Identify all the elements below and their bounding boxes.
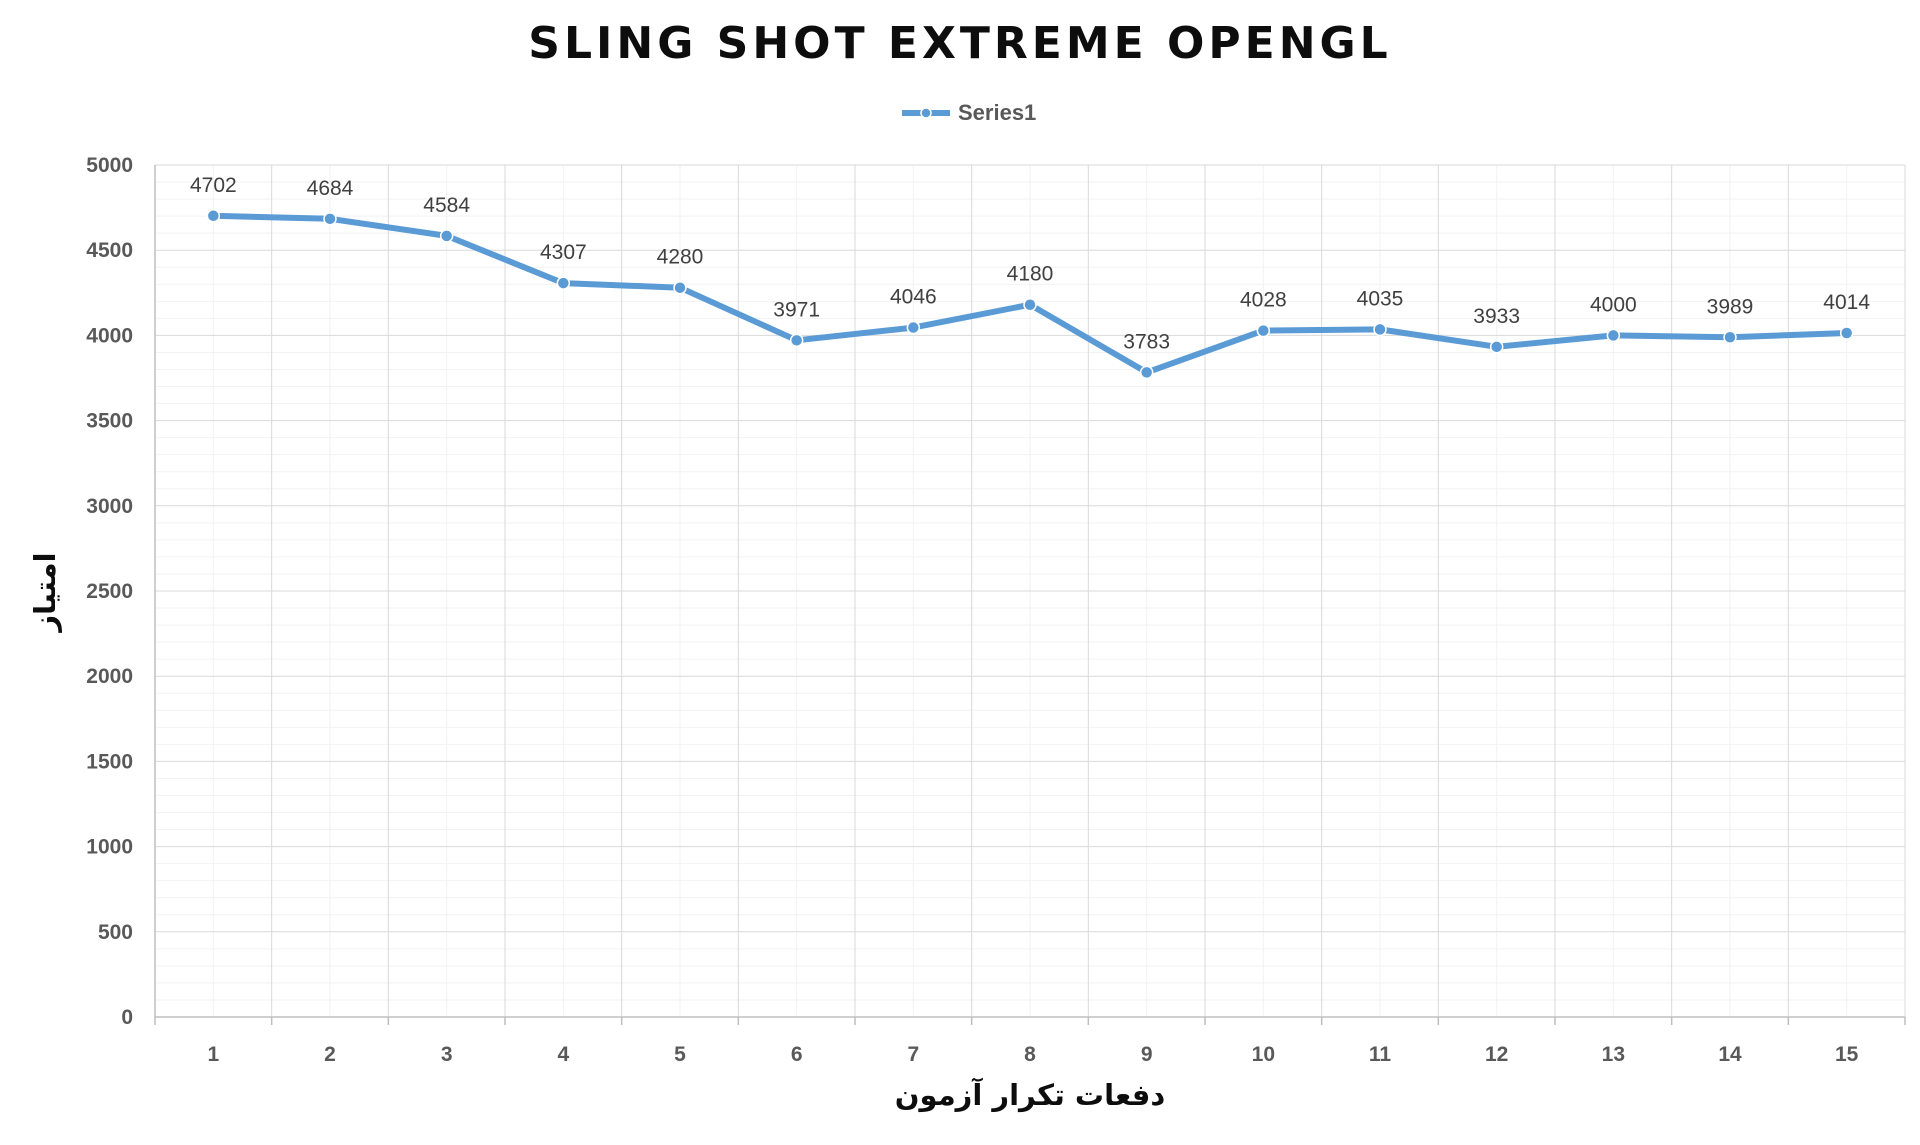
legend-point-marker [920, 107, 932, 119]
x-tick-label: 9 [1141, 1043, 1153, 1066]
axes [154, 165, 1906, 1025]
y-tick-label: 4500 [86, 239, 133, 262]
data-point[interactable] [1606, 328, 1621, 343]
x-axis-ticks: 1 2 3 4 5 6 7 8 9 10 11 12 13 14 15 [207, 1043, 1858, 1066]
y-tick-label: 1500 [86, 750, 133, 773]
x-tick-label: 3 [441, 1043, 453, 1066]
data-point[interactable] [1489, 340, 1504, 354]
y-axis-title: امتیاز [28, 552, 62, 633]
data-label: 4028 [1240, 289, 1287, 312]
y-tick-label: 500 [98, 921, 133, 944]
x-tick-label: 8 [1024, 1043, 1036, 1066]
y-tick-label: 4000 [86, 324, 133, 347]
legend[interactable]: Series1 [902, 100, 1036, 125]
data-point[interactable] [323, 212, 337, 226]
x-tick-label: 1 [207, 1043, 219, 1066]
y-tick-label: 3500 [86, 410, 133, 433]
y-tick-label: 1000 [86, 836, 133, 859]
data-label: 4014 [1823, 291, 1870, 314]
data-point[interactable] [1256, 323, 1271, 338]
x-tick-label: 4 [557, 1043, 569, 1066]
y-tick-label: 0 [121, 1006, 133, 1029]
y-tick-label: 2000 [86, 665, 133, 688]
legend-label: Series1 [958, 100, 1036, 125]
data-label: 4584 [423, 194, 470, 217]
x-axis-title: دفعات تکرار آزمون [895, 1077, 1165, 1112]
y-tick-label: 5000 [86, 154, 133, 177]
data-point[interactable] [1139, 365, 1154, 380]
data-label: 3783 [1123, 330, 1170, 353]
x-tick-label: 7 [907, 1043, 919, 1066]
data-point[interactable] [789, 333, 804, 348]
x-tick-label: 11 [1369, 1043, 1392, 1066]
data-point[interactable] [439, 229, 454, 243]
chart-title: SLING SHOT EXTREME OPENGL [528, 18, 1391, 69]
data-label: 4000 [1590, 293, 1637, 316]
x-tick-label: 10 [1252, 1043, 1275, 1066]
data-label: 4180 [1007, 263, 1054, 286]
data-label: 4684 [307, 177, 354, 200]
y-axis-ticks: 0 500 1000 1500 2000 2500 3000 3500 4000 4500 5000 [86, 154, 133, 1029]
data-point[interactable] [1839, 326, 1854, 340]
x-tick-label: 6 [791, 1043, 803, 1066]
data-point[interactable] [906, 320, 921, 335]
data-label: 3971 [773, 298, 820, 321]
series-line-group [206, 209, 1854, 380]
data-labels: 4702 4684 4584 4307 4280 3971 4046 4180 3783 4028… [190, 174, 1870, 354]
x-tick-label: 5 [674, 1043, 686, 1066]
data-point[interactable] [1723, 330, 1737, 345]
data-label: 4046 [890, 286, 937, 309]
data-point[interactable] [673, 280, 687, 295]
y-tick-label: 2500 [86, 580, 133, 603]
data-point[interactable] [1023, 297, 1037, 312]
data-point[interactable] [1373, 322, 1387, 337]
data-label: 4280 [657, 246, 704, 269]
x-tick-label: 14 [1718, 1043, 1742, 1066]
x-tick-label: 12 [1485, 1043, 1508, 1066]
x-tick-label: 15 [1835, 1043, 1859, 1066]
y-tick-label: 3000 [86, 495, 133, 518]
x-tick-label: 2 [324, 1043, 336, 1066]
data-label: 3933 [1473, 305, 1520, 328]
data-label: 4702 [190, 174, 237, 197]
gridlines [155, 164, 1906, 1017]
data-point[interactable] [556, 276, 571, 290]
data-label: 3989 [1707, 295, 1754, 318]
data-point[interactable] [206, 209, 221, 223]
data-label: 4035 [1357, 287, 1404, 310]
data-label: 4307 [540, 241, 587, 264]
x-tick-label: 13 [1602, 1043, 1625, 1066]
